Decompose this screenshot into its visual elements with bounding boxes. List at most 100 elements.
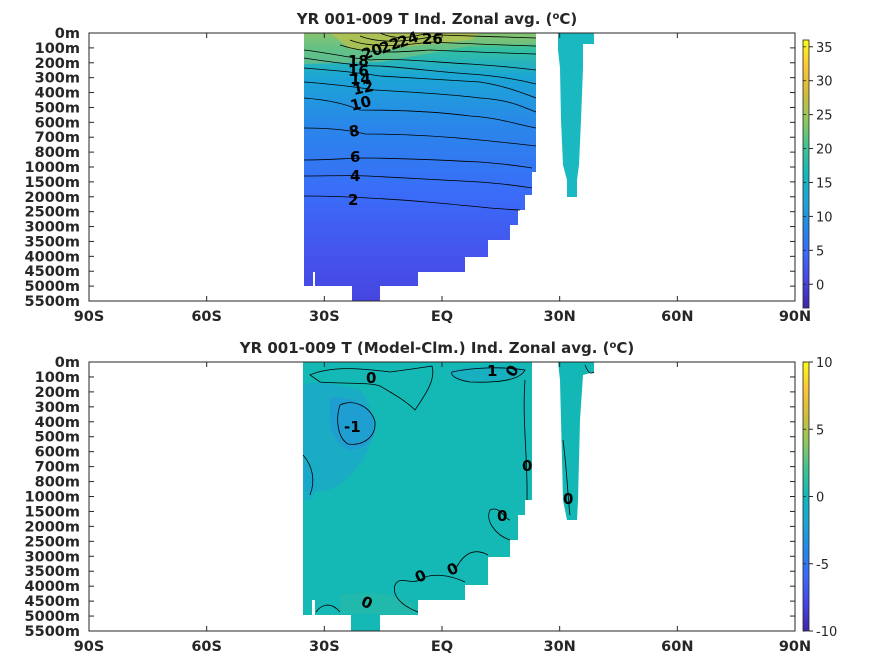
y-tick-label: 1000m [25,160,80,176]
contour-label: 1 [487,362,497,380]
x-tick-label: 90N [779,639,811,655]
contour-label: 18 [348,52,369,70]
y-tick-label: 500m [35,100,80,116]
bottom-y-axis: 0m100m200m300m400m500m600m700m800m1000m1… [25,355,795,640]
y-tick-label: 2000m [25,519,80,535]
x-tick-label: EQ [431,639,453,655]
top-y-axis: 0m100m200m300m400m500m600m700m800m1000m1… [25,26,795,310]
y-tick-label: 4500m [25,264,80,280]
y-tick-label: 3000m [25,549,80,565]
x-tick-label: 30N [544,639,576,655]
y-tick-label: 3000m [25,220,80,236]
contour-label: 6 [350,148,360,166]
colorbar-tick-label: 5 [816,423,824,438]
y-tick-label: 200m [35,385,80,401]
top-x-axis: 90S 60S 30S EQ 30N 60N 90N [74,33,811,325]
top-colorbar-ramp [802,39,810,309]
y-tick-label: 4500m [25,594,80,610]
colorbar-tick-label: 5 [816,244,824,259]
colorbar-tick-label: 20 [816,143,833,158]
contour-label: 0 [563,490,573,508]
y-tick-label: 800m [35,475,80,491]
contour-label: 12 [351,77,375,99]
contour-label: 26 [422,30,443,48]
y-tick-label: 4000m [25,579,80,595]
y-tick-label: 4000m [25,249,80,265]
y-tick-label: 700m [35,460,80,476]
top-ocean-section [304,33,536,301]
bottom-surface-cool [449,366,525,382]
x-tick-label: 30S [309,309,340,325]
y-tick-label: 100m [35,41,80,57]
y-tick-label: 1500m [25,504,80,520]
contour-label: 4 [350,167,360,185]
x-tick-label: 60S [191,309,222,325]
contour-label: 14 [350,70,371,88]
y-tick-label: 3500m [25,234,80,250]
y-tick-label: 400m [35,415,80,431]
y-tick-label: 600m [35,115,80,131]
bottom-cool-patch [303,460,316,500]
bottom-field [303,362,594,631]
colorbar-tick-label: -5 [816,558,829,573]
y-tick-label: 400m [35,86,80,102]
top-panel: YR 001-009 T Ind. Zonal avg. (oC) 26 2 4 [25,10,833,325]
y-tick-label: 5000m [25,609,80,625]
colorbar-tick-label: 15 [816,176,833,191]
x-tick-label: 60N [661,309,693,325]
x-tick-label: EQ [431,309,453,325]
bottom-deep-warm [340,593,415,614]
y-tick-label: 1500m [25,175,80,191]
x-tick-label: 60S [191,639,222,655]
x-tick-label: 30S [309,639,340,655]
contour-label: 8 [348,121,361,141]
y-tick-label: 5500m [25,294,80,310]
y-tick-label: 5500m [25,624,80,640]
y-tick-label: 0m [55,355,80,371]
y-tick-label: 2500m [25,205,80,221]
y-tick-label: 5000m [25,279,80,295]
colorbar-tick-label: 30 [816,75,833,90]
colorbar-tick-label: -10 [816,625,837,640]
bottom-contours [302,364,595,613]
colorbar-tick-label: 10 [816,210,833,225]
colorbar-tick-label: 0 [816,491,824,506]
bottom-title: YR 001-009 T (Model-Clm.) Ind. Zonal avg… [239,339,635,357]
contour-label: 0 [497,507,507,525]
y-tick-label: 2000m [25,190,80,206]
top-title: YR 001-009 T Ind. Zonal avg. (oC) [296,10,578,28]
top-contours [303,32,537,211]
y-tick-label: 300m [35,71,80,87]
x-tick-label: 90N [779,309,811,325]
x-tick-label: 30N [544,309,576,325]
y-tick-label: 2500m [25,534,80,550]
colorbar-tick-label: 0 [816,278,824,293]
bottom-x-axis: 90S 60S 30S EQ 30N 60N 90N [74,362,811,655]
y-tick-label: 100m [35,370,80,386]
y-tick-label: 800m [35,145,80,161]
colorbar-tick-label: 10 [816,356,833,371]
top-colorbar: 35 30 25 20 15 10 5 0 [802,39,833,309]
y-tick-label: 3500m [25,564,80,580]
y-tick-label: 700m [35,130,80,146]
contour-label: -1 [344,418,361,436]
contour-label: 10 [348,92,373,115]
contour-label: 2 [348,191,358,209]
contour-label: 16 [348,62,369,80]
contour-label: 0 [366,369,376,387]
y-tick-label: 300m [35,400,80,416]
colorbar-tick-label: 25 [816,109,833,124]
bottom-panel: YR 001-009 T (Model-Clm.) Ind. Zonal avg… [25,339,838,655]
bottom-colorbar: 10 5 0 -5 -10 [802,356,837,640]
y-tick-label: 0m [55,26,80,42]
x-tick-label: 60N [661,639,693,655]
top-north-strip [558,33,594,197]
y-tick-label: 500m [35,430,80,446]
contour-label: 0 [522,457,532,475]
colorbar-tick-label: 35 [816,41,833,56]
y-tick-label: 200m [35,56,80,72]
x-tick-label: 90S [74,309,105,325]
y-tick-label: 1000m [25,490,80,506]
